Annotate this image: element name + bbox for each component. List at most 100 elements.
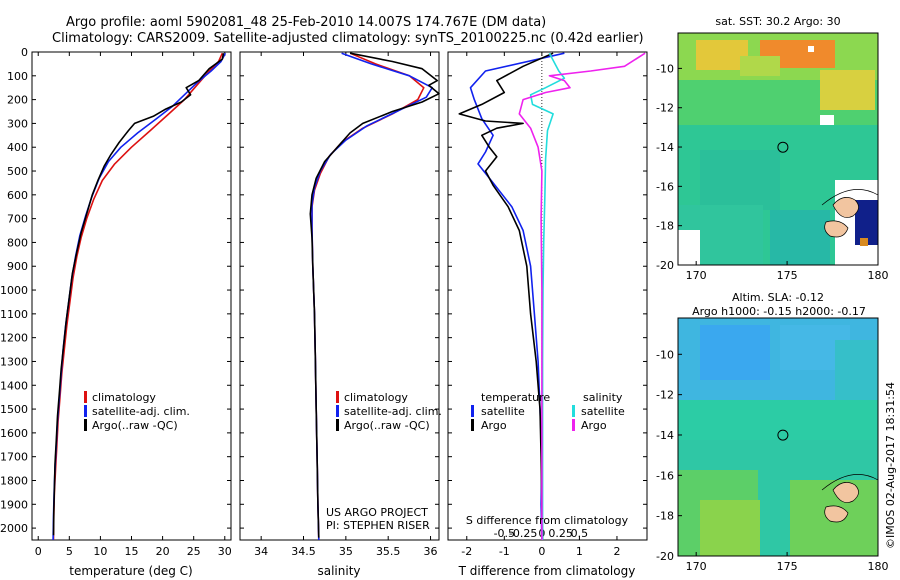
argo-float-location-marker — [777, 429, 789, 441]
depth-tick-label: 1300 — [0, 355, 28, 368]
depth-tick-label: 1000 — [0, 284, 28, 297]
depth-tick-label: 300 — [7, 117, 28, 130]
sla-map-frame — [677, 317, 879, 557]
figure-title-line-1: Argo profile: aoml 5902081_48 25-Feb-201… — [66, 15, 546, 30]
series-line-satellite-adj-clim — [311, 52, 433, 541]
difference-profile-panel: -2 -1 0 1 2-0.5-0.25 0 0.250.5 S difference fr… — [447, 51, 648, 578]
lat-tick-label: -16 — [656, 469, 674, 482]
x-tick-label: 1 — [576, 545, 583, 558]
s-difference-tick-label: -0.25 — [509, 527, 537, 540]
x-tick-label: 2 — [613, 545, 620, 558]
depth-tick-label: 200 — [7, 94, 28, 107]
s-difference-tick-label: 0.5 — [571, 527, 589, 540]
depth-tick-label: 700 — [7, 213, 28, 226]
s-difference-tick-label: -0.5 — [494, 527, 515, 540]
series-line-salinity-argo — [518, 52, 646, 540]
depth-tick-label: 1500 — [0, 403, 28, 416]
depth-tick-label: 1900 — [0, 498, 28, 511]
sst-map-panel: sat. SST: 30.2 Argo: 30 — [656, 15, 888, 282]
timestamp-label: ©IMOS 02-Aug-2017 18:31:54 — [884, 382, 897, 549]
legend-swatch-temperature-satellite — [471, 405, 474, 417]
legend-label-satellite: satellite-adj. clim. — [92, 405, 190, 418]
x-tick-label: 36 — [424, 545, 438, 558]
x-tick-label: 35 — [339, 545, 353, 558]
legend-swatch-salinity-satellite — [572, 405, 575, 417]
salinity-x-axis-label: salinity — [317, 564, 360, 578]
legend-title-salinity: salinity — [583, 391, 623, 404]
legend-title-temperature: temperature — [481, 391, 550, 404]
sst-map-title: sat. SST: 30.2 Argo: 30 — [715, 15, 840, 28]
sla-map-axis-ticks: 170 175 180 -20 -18 -16 -14 -12 -10 — [656, 348, 888, 573]
legend-label-salinity-satellite: satellite — [581, 405, 625, 418]
depth-tick-label: 100 — [7, 70, 28, 83]
project-label: US ARGO PROJECT — [326, 506, 428, 519]
x-tick-label: 20 — [156, 545, 170, 558]
legend-swatch-satellite — [336, 405, 339, 417]
legend-label-argo: Argo(..raw -QC) — [344, 419, 430, 432]
series-line-satellite-adj-clim — [52, 52, 227, 541]
temperature-x-axis-label: temperature (deg C) — [69, 564, 192, 578]
sla-map-subtitle: Argo h1000: -0.15 h2000: -0.17 — [692, 305, 866, 318]
x-tick-label: 35.5 — [376, 545, 401, 558]
legend-swatch-temperature-argo — [471, 419, 474, 431]
legend-label-salinity-argo: Argo — [581, 419, 607, 432]
salinity-series — [309, 52, 440, 541]
depth-tick-label: 0 — [21, 46, 28, 59]
legend-label-satellite: satellite-adj. clim. — [344, 405, 442, 418]
legend-swatch-satellite — [84, 405, 87, 417]
temperature-legend: climatology satellite-adj. clim. Argo(..… — [84, 391, 190, 432]
lat-tick-label: -14 — [656, 429, 674, 442]
depth-tick-label: 2000 — [0, 522, 28, 535]
depth-tick-label: 900 — [7, 260, 28, 273]
lon-tick-label: 170 — [686, 269, 707, 282]
lat-tick-label: -10 — [656, 348, 674, 361]
series-line-salinity-satellite — [529, 52, 566, 540]
depth-tick-label: 1200 — [0, 332, 28, 345]
pi-label: PI: STEPHEN RISER — [326, 519, 430, 532]
lat-tick-label: -12 — [656, 389, 674, 402]
legend-swatch-argo — [84, 419, 87, 431]
salinity-legend: climatology satellite-adj. clim. Argo(..… — [336, 391, 442, 432]
legend-swatch-argo — [336, 419, 339, 431]
x-tick-label: 15 — [125, 545, 139, 558]
lat-tick-label: -10 — [656, 62, 674, 75]
legend-label-argo: Argo(..raw -QC) — [92, 419, 178, 432]
lat-tick-label: -18 — [656, 510, 674, 523]
temperature-series — [52, 52, 227, 541]
series-line-argo — [309, 52, 440, 538]
series-line-temperature-argo — [458, 52, 554, 541]
legend-label-climatology: climatology — [92, 391, 156, 404]
sla-map-panel: Altim. SLA: -0.12 Argo h1000: -0.15 h200… — [656, 291, 888, 573]
sst-map-axis-ticks: 170 175 180 -20 -18 -16 -14 -12 -10 — [656, 62, 888, 282]
depth-tick-label: 1600 — [0, 427, 28, 440]
lat-tick-label: -18 — [656, 220, 674, 233]
depth-tick-label: 1700 — [0, 451, 28, 464]
sla-map-title: Altim. SLA: -0.12 — [732, 291, 824, 304]
x-tick-label: 5 — [66, 545, 73, 558]
lat-tick-label: -12 — [656, 102, 674, 115]
x-tick-label: 0 — [538, 545, 545, 558]
x-tick-label: 0 — [35, 545, 42, 558]
lat-tick-label: -16 — [656, 180, 674, 193]
lat-tick-label: -20 — [656, 259, 674, 272]
lon-tick-label: 175 — [777, 269, 798, 282]
legend-swatch-climatology — [336, 391, 339, 403]
s-difference-tick-label: 0.25 — [548, 527, 573, 540]
x-tick-label: 34 — [254, 545, 268, 558]
x-tick-label: 30 — [218, 545, 232, 558]
series-line-climatology — [52, 52, 224, 541]
figure-title-line-2: Climatology: CARS2009. Satellite-adjuste… — [52, 31, 644, 46]
lat-tick-label: -20 — [656, 550, 674, 563]
difference-axis-ticks: -2 -1 0 1 2-0.5-0.25 0 0.250.5 — [448, 51, 647, 558]
x-tick-label: 10 — [93, 545, 107, 558]
depth-tick-label: 400 — [7, 141, 28, 154]
difference-series — [458, 52, 646, 541]
series-line-temperature-satellite — [469, 52, 565, 541]
legend-label-temperature-satellite: satellite — [481, 405, 525, 418]
temperature-axis-ticks: 0100200300400500600700800900100011001200… — [0, 46, 232, 558]
lon-tick-label: 175 — [777, 560, 798, 573]
legend-label-climatology: climatology — [344, 391, 408, 404]
difference-plot-frame — [447, 51, 648, 541]
lon-tick-label: 180 — [868, 269, 889, 282]
